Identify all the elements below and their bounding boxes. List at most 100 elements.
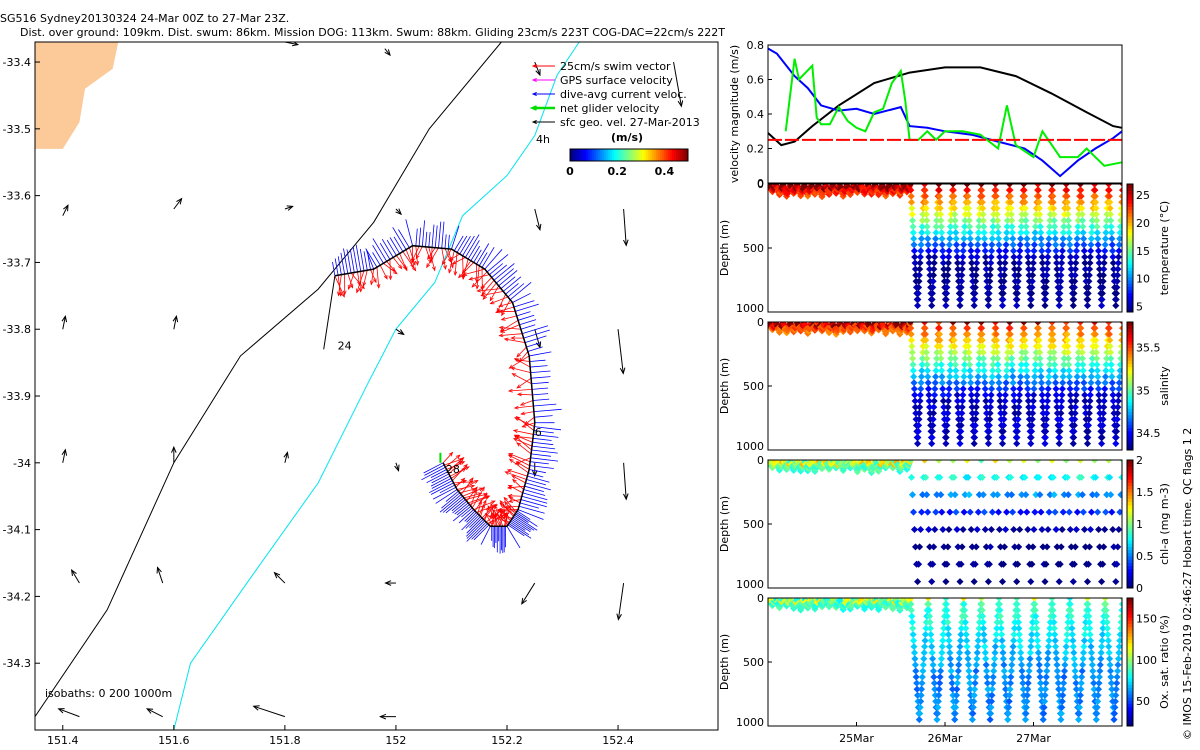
map-x-tick-1: 151.6 [158, 734, 190, 747]
dac-vector-114 [512, 517, 532, 531]
legend-units: (m/s) [611, 131, 643, 144]
profile-1-y-tick-1: 500 [743, 380, 764, 393]
geo-vector-18 [283, 451, 289, 463]
dac-vector-45 [476, 243, 490, 265]
swim-vector-27 [415, 246, 423, 260]
geo-vector-24 [273, 571, 286, 584]
dac-vector-37 [453, 235, 464, 251]
swim-vector-165 [446, 461, 466, 470]
swim-vector-151 [463, 492, 483, 499]
legend-arrow-1 [531, 77, 555, 83]
swim-vector-75 [510, 366, 531, 374]
dac-vector-65 [519, 319, 537, 326]
profile-3-y-tick-2: 1000 [736, 716, 764, 729]
map-x-tick-4: 152.2 [491, 734, 523, 747]
map-y-tick-1: -33.5 [3, 123, 31, 136]
dac-vector-139 [469, 516, 481, 528]
profile-0-y-tick-0: 0 [757, 178, 764, 191]
geo-vector-5 [173, 197, 183, 210]
map-y-tick-6: -34 [13, 457, 31, 470]
dac-vector-31 [434, 225, 438, 248]
geo-vector-28 [57, 708, 80, 718]
dac-vector-82 [533, 408, 562, 413]
dac-vector-80 [532, 398, 550, 401]
velocity-ylabel: velocity magnitude (m/s) [728, 45, 741, 183]
dac-vector-56 [503, 276, 522, 292]
velocity-y-tick-1: 0.2 [747, 143, 765, 156]
swim-vector-86 [515, 416, 535, 431]
profile-0-cbar-tick-4: 25 [1136, 189, 1150, 202]
swim-vector-58 [489, 296, 509, 305]
swim-vector-148 [467, 495, 491, 504]
dac-vector-168 [423, 462, 444, 474]
swim-vector-69 [503, 337, 526, 343]
dac-vector-58 [507, 283, 525, 298]
swim-vector-57 [496, 293, 506, 313]
dac-vector-70 [526, 342, 541, 348]
geo-vector-2 [534, 61, 541, 77]
map-y-tick-7: -34.1 [3, 524, 31, 537]
geo-vector-3 [673, 61, 684, 108]
swim-vector-13 [376, 267, 381, 289]
profile-1-cbar-tick-0: 34.5 [1136, 427, 1161, 440]
profile-0-cbar-tick-1: 10 [1136, 273, 1150, 286]
swim-vector-59 [501, 299, 511, 317]
track-start [323, 275, 336, 350]
dac-vector-60 [512, 292, 531, 303]
map-axes: 24 6 28 151.4 151.6 151.8 152 152.2 152.4 -33.4 -3… [3, 41, 719, 747]
profile-2-cbar-tick-4: 2 [1136, 454, 1143, 467]
velocity-y-tick-3: 0.6 [747, 74, 765, 87]
geo-vector-26 [521, 582, 536, 605]
dac-vector-55 [500, 276, 516, 289]
map-y-tick-0: -33.4 [3, 56, 31, 69]
swim-vector-167 [444, 458, 464, 466]
dac-vector-147 [456, 504, 470, 516]
chart-title-line2: Dist. over ground: 109km. Dist. swum: 86… [20, 26, 725, 39]
dac-vector-32 [438, 221, 442, 248]
dac-vector-66 [520, 324, 536, 330]
dac-vector-63 [516, 311, 531, 317]
dac-vector-69 [524, 335, 547, 343]
geo-vector-10 [61, 314, 68, 330]
dac-vector-104 [521, 495, 548, 504]
dac-vector-162 [430, 475, 451, 487]
dac-vector-81 [533, 403, 557, 407]
dac-vector-98 [527, 475, 550, 483]
dac-vector-16 [372, 238, 388, 262]
dac-vector-153 [439, 494, 462, 513]
legend-arrow-4 [531, 119, 555, 125]
swim-vector-16 [386, 261, 396, 272]
dac-vector-1 [334, 258, 339, 276]
geo-vector-21 [623, 462, 629, 501]
swim-vector-31 [427, 247, 436, 260]
legend-item-0: 25cm/s swim vector [560, 60, 671, 73]
swim-vector-135 [485, 508, 504, 523]
dac-vector-143 [464, 510, 476, 522]
profile-2-cbar-tick-3: 1.5 [1136, 486, 1154, 499]
dac-vector-33 [441, 221, 445, 249]
swim-vector-39 [448, 253, 460, 261]
profile-0-colorbar [1126, 183, 1134, 313]
profile-points-2 [768, 460, 1122, 586]
swim-vector-56 [480, 290, 504, 297]
dac-vector-150 [451, 499, 466, 512]
dac-vector-102 [523, 489, 546, 496]
swim-vector-102 [512, 478, 524, 490]
dac-vector-24 [405, 219, 413, 246]
dac-vector-49 [486, 254, 509, 273]
dac-vector-17 [379, 242, 391, 260]
swim-vector-81 [513, 405, 534, 410]
dac-vector-105 [520, 499, 547, 508]
swim-vector-76 [516, 377, 532, 389]
swim-vector-61 [495, 306, 515, 314]
profile-3-cbar-tick-1: 100 [1136, 654, 1157, 667]
profile-1-colorbar [1126, 321, 1134, 451]
swim-vector-168 [442, 451, 454, 464]
dac-vector-119 [507, 524, 525, 537]
profile-2-cbar-tick-2: 1 [1136, 518, 1143, 531]
velocity-panel: 0 0.2 0.4 0.6 0.8 velocity magnitude (m/s) [728, 39, 1123, 190]
swim-vector-98 [506, 469, 528, 477]
swim-vector-77 [511, 373, 532, 385]
dac-vector-28 [425, 231, 428, 247]
swim-vector-63 [500, 315, 517, 321]
